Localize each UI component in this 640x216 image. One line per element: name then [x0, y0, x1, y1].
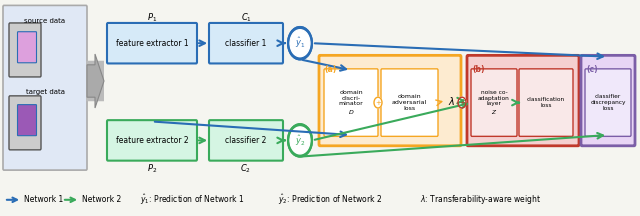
FancyBboxPatch shape [209, 120, 283, 161]
Text: $\hat{y}_2$: $\hat{y}_2$ [295, 133, 305, 148]
Circle shape [374, 97, 382, 108]
Text: classifier
discrepancy
loss: classifier discrepancy loss [590, 94, 626, 111]
FancyBboxPatch shape [17, 32, 36, 63]
Text: target data: target data [26, 89, 65, 95]
Text: $\hat{y}_1$: Prediction of Network 1: $\hat{y}_1$: Prediction of Network 1 [140, 193, 244, 207]
Polygon shape [87, 54, 104, 108]
Circle shape [458, 97, 466, 108]
FancyBboxPatch shape [581, 55, 635, 146]
Text: $P_1$: $P_1$ [147, 11, 157, 24]
Text: $\lambda$: Transferability-aware weight: $\lambda$: Transferability-aware weight [420, 193, 541, 206]
Text: feature extractor 1: feature extractor 1 [116, 39, 188, 48]
Circle shape [290, 127, 310, 154]
Text: Network 2: Network 2 [82, 195, 121, 204]
Text: $P_2$: $P_2$ [147, 162, 157, 175]
Text: classifier 1: classifier 1 [225, 39, 267, 48]
FancyBboxPatch shape [17, 105, 36, 136]
Text: source data: source data [24, 17, 65, 24]
Text: +: + [375, 100, 381, 106]
FancyBboxPatch shape [86, 61, 104, 101]
FancyBboxPatch shape [324, 69, 378, 136]
FancyBboxPatch shape [467, 55, 579, 146]
FancyBboxPatch shape [9, 96, 41, 150]
FancyBboxPatch shape [519, 69, 573, 136]
Text: feature extractor 2: feature extractor 2 [116, 136, 188, 145]
Text: domain
adversarial
loss: domain adversarial loss [392, 94, 427, 111]
Text: classifier 2: classifier 2 [225, 136, 267, 145]
FancyBboxPatch shape [107, 120, 197, 161]
Text: classification
loss: classification loss [527, 97, 565, 108]
FancyBboxPatch shape [209, 23, 283, 64]
FancyBboxPatch shape [585, 69, 631, 136]
Text: $\hat{y}_2$: Prediction of Network 2: $\hat{y}_2$: Prediction of Network 2 [278, 193, 382, 207]
FancyBboxPatch shape [319, 55, 461, 146]
FancyBboxPatch shape [381, 69, 438, 136]
Text: (b): (b) [472, 65, 484, 74]
Text: noise co-
adaptation
layer
$Z$: noise co- adaptation layer $Z$ [478, 90, 510, 116]
FancyBboxPatch shape [107, 23, 197, 64]
Text: $\lambda$: $\lambda$ [449, 95, 456, 106]
Circle shape [290, 30, 310, 57]
Text: domain
discri-
minator
$D$: domain discri- minator $D$ [339, 90, 364, 116]
FancyBboxPatch shape [3, 5, 87, 170]
Text: +: + [459, 100, 465, 106]
Text: (c): (c) [586, 65, 598, 74]
Text: $\hat{y}_1$: $\hat{y}_1$ [295, 36, 305, 51]
FancyBboxPatch shape [471, 69, 517, 136]
Circle shape [288, 124, 312, 157]
Circle shape [288, 27, 312, 59]
Text: Network 1: Network 1 [24, 195, 63, 204]
Text: $C_1$: $C_1$ [241, 11, 252, 24]
Text: (a): (a) [324, 65, 336, 74]
Text: $C_2$: $C_2$ [241, 162, 252, 175]
FancyBboxPatch shape [9, 23, 41, 77]
